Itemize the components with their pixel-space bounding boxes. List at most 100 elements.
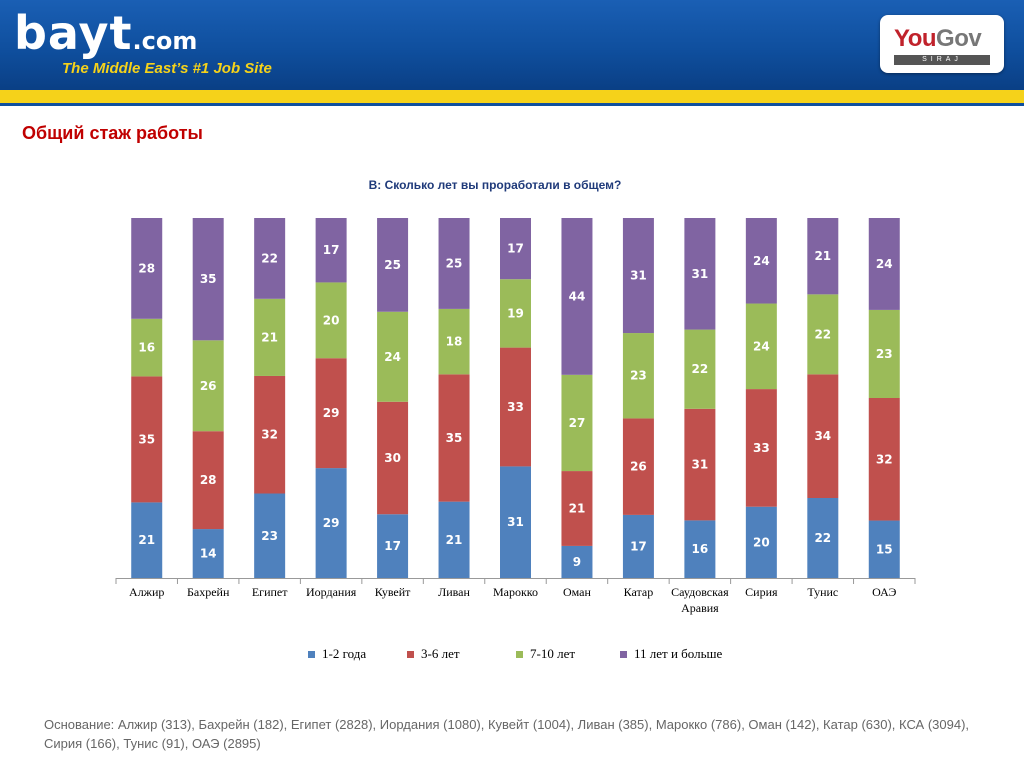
chart-question: В: Сколько лет вы проработали в общем?: [368, 178, 622, 192]
data-label: 21: [138, 533, 155, 547]
bar-segment: [745, 506, 777, 578]
header-stripe-line: [0, 103, 1024, 106]
bar-segment: [254, 298, 286, 376]
data-label: 25: [384, 258, 401, 272]
data-label: 15: [876, 542, 893, 556]
bar-segment: [131, 376, 163, 503]
stacked-bar-chart: 21 35 16 28 14 28 26 35 23 32 21 22 29 29 20 17 17 30 24 25…: [115, 218, 916, 661]
data-label: 22: [814, 531, 831, 545]
data-label: 28: [138, 261, 155, 275]
x-tick-label: Оман: [563, 585, 592, 599]
bar-segment: [561, 218, 593, 375]
bar-segment: [315, 468, 347, 578]
data-label: 26: [200, 379, 217, 393]
bar-segment: [131, 218, 163, 319]
bar-segment: [868, 309, 900, 398]
x-tick-label: Катар: [624, 585, 654, 599]
legend-swatch: [407, 651, 414, 658]
bar-segment: [868, 520, 900, 578]
legend-label: 7-10 лет: [530, 646, 575, 661]
footnote: Основание: Алжир (313), Бахрейн (182), Е…: [44, 717, 970, 751]
data-label: 24: [753, 254, 770, 268]
yougov-name: YouGov: [894, 25, 982, 53]
bar-segment: [500, 347, 531, 467]
bar-segment: [807, 374, 839, 498]
data-label: 35: [200, 272, 217, 286]
data-label: 29: [323, 406, 340, 420]
data-label: 17: [630, 539, 647, 553]
bar-segment: [868, 218, 900, 310]
bar-segment: [622, 514, 654, 578]
data-label: 31: [630, 269, 647, 283]
yougov-you: You: [894, 25, 937, 52]
bar-segment: [807, 498, 839, 578]
bar-segment: [561, 374, 593, 472]
data-label: 23: [876, 347, 893, 361]
bar-segment: [315, 218, 347, 283]
bar-segment: [131, 502, 163, 578]
bar-segment: [807, 218, 839, 295]
x-tick-label: Иордания: [306, 585, 357, 599]
bar-segment: [254, 218, 286, 299]
legend-swatch: [308, 651, 315, 658]
bar-segment: [684, 329, 716, 409]
data-label: 26: [630, 460, 647, 474]
data-label: 20: [753, 535, 770, 549]
data-label: 23: [261, 529, 278, 543]
bar-segment: [377, 311, 409, 402]
bar-segment: [868, 398, 900, 521]
data-label: 31: [507, 515, 524, 529]
data-label: 27: [569, 416, 586, 430]
yougov-gov: Gov: [936, 25, 982, 52]
bar-segment: [192, 218, 224, 341]
data-label: 25: [446, 256, 463, 270]
data-label: 34: [814, 429, 831, 443]
x-tick-label: Тунис: [807, 585, 838, 599]
bar-segment: [622, 418, 654, 515]
data-label: 23: [630, 369, 647, 383]
data-label: 30: [384, 451, 401, 465]
data-label: 29: [323, 516, 340, 530]
bar-segment: [500, 466, 531, 578]
legend-swatch: [620, 651, 627, 658]
data-label: 22: [692, 362, 709, 376]
data-label: 32: [876, 452, 893, 466]
data-label: 16: [692, 542, 709, 556]
chart-area: 21 35 16 28 14 28 26 35 23 32 21 22 29 29 20 17 17 30 24 25…: [101, 203, 929, 675]
data-label: 31: [692, 267, 709, 281]
data-label: 14: [200, 547, 217, 561]
bar-segment: [192, 340, 224, 432]
bar-segment: [192, 431, 224, 530]
legend-label: 3-6 лет: [421, 646, 460, 661]
bar-segment: [377, 218, 409, 312]
data-label: 44: [569, 289, 586, 303]
legend-label: 1-2 года: [322, 646, 366, 661]
bar-segment: [131, 318, 163, 377]
header-stripe: [0, 90, 1024, 103]
data-label: 21: [261, 330, 278, 344]
data-label: 17: [323, 243, 340, 257]
x-tick-label: ОАЭ: [872, 585, 896, 599]
x-tick-label: Кувейт: [375, 585, 411, 599]
header-banner: [0, 0, 1024, 90]
data-label: 24: [876, 257, 893, 271]
bar-segment: [315, 282, 347, 359]
data-label: 9: [573, 555, 581, 569]
bayt-logo[interactable]: bayt.com: [14, 10, 197, 64]
data-label: 24: [384, 350, 401, 364]
bar-segment: [438, 308, 470, 375]
legend-swatch: [516, 651, 523, 658]
bar-segment: [684, 218, 716, 330]
bar-segment: [745, 218, 777, 304]
bar-segment: [561, 471, 593, 546]
x-tick-label: Сирия: [745, 585, 778, 599]
data-label: 31: [692, 458, 709, 472]
bar-segment: [254, 375, 286, 494]
bar-segment: [561, 545, 593, 578]
bar-segment: [807, 294, 839, 375]
data-label: 21: [569, 501, 586, 515]
data-label: 21: [446, 533, 463, 547]
bar-segment: [500, 279, 531, 348]
data-label: 33: [507, 400, 524, 414]
x-tick-label: Аравия: [681, 601, 719, 615]
